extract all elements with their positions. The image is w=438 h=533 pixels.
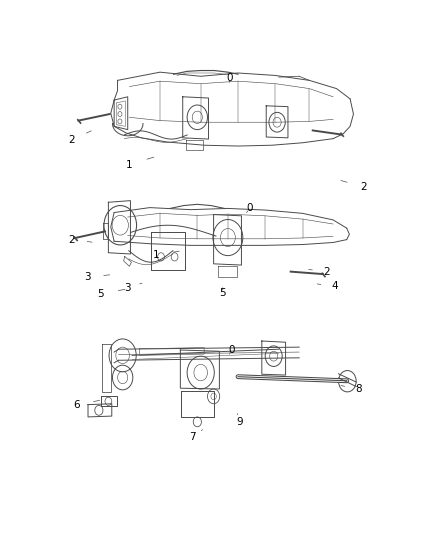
Text: 6: 6 [74,400,80,410]
Text: 8: 8 [355,384,362,394]
Text: 4: 4 [332,281,338,292]
Text: 1: 1 [126,159,133,169]
Text: 2: 2 [323,266,330,277]
Text: 5: 5 [97,289,104,299]
Text: 2: 2 [68,235,75,245]
Text: 7: 7 [189,432,195,442]
Text: 3: 3 [84,272,90,282]
Text: 9: 9 [237,417,243,427]
Text: 3: 3 [124,282,131,293]
Text: 2: 2 [360,182,367,192]
Text: 5: 5 [219,288,226,297]
Text: 0: 0 [247,204,253,213]
Text: 1: 1 [153,250,160,260]
Text: 0: 0 [228,345,234,355]
Text: 2: 2 [68,135,75,145]
Text: 0: 0 [226,74,233,83]
